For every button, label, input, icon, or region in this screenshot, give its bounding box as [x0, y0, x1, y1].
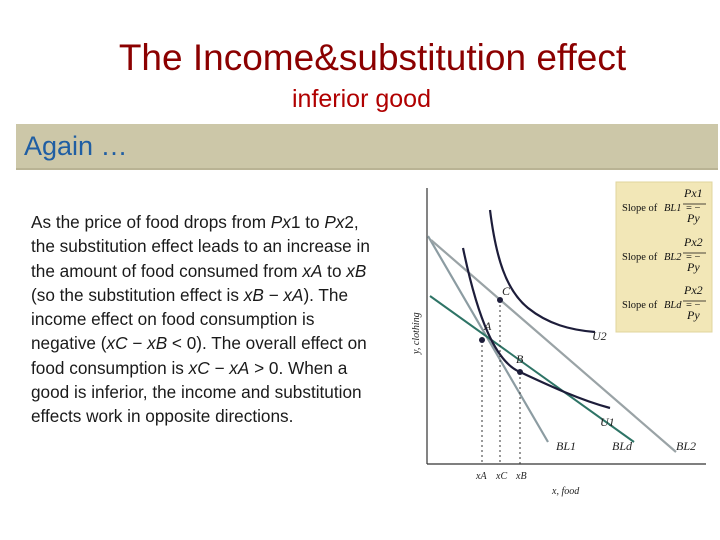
legend-numerator: Px2 [683, 235, 703, 249]
text-segment: − [127, 333, 148, 354]
legend-denominator: Py [686, 260, 700, 274]
legend-numerator: Px2 [683, 283, 703, 297]
budget-line-bl1 [427, 235, 549, 443]
legend-prefix: Slope of [622, 300, 658, 311]
text-segment: xC [188, 357, 210, 378]
legend-row-bld: Slope of BLd = − Px2 Py [622, 283, 706, 322]
legend-row-bl1: Slope of BL1 = − Px1 Py [622, 186, 706, 225]
curve-label-u1: U1 [600, 415, 615, 429]
indifference-curve-u2 [488, 209, 596, 334]
legend-bl-label: BLd [664, 300, 682, 311]
slide-subtitle: inferior good [292, 85, 431, 113]
text-segment: (so the substitution effect is [31, 260, 372, 305]
tick-label-xb: xB [515, 471, 527, 482]
point-label-b: B [516, 352, 524, 366]
text-segment: xA [302, 260, 323, 281]
text-segment: Px [270, 212, 291, 232]
legend-bl-label: BL2 [664, 252, 682, 263]
legend-equals: = − [686, 300, 701, 311]
budget-line-bl2 [430, 239, 677, 453]
point-b [517, 369, 523, 375]
curve-label-u2: U2 [592, 329, 607, 343]
text-segment: xB [243, 284, 264, 305]
slope-legend-box [615, 181, 713, 333]
point-a [479, 337, 485, 343]
text-segment: xB [147, 333, 168, 354]
tick-label-xa: xA [475, 471, 487, 482]
point-label-c: C [502, 284, 511, 298]
text-segment: > 0. When a good is inferior, the income… [31, 357, 367, 427]
line-label-bl2: BL2 [676, 439, 696, 453]
text-segment: xA [229, 357, 250, 378]
text-segment: 2, the substitution effect leads to an i… [31, 212, 375, 281]
text-segment: xA [283, 284, 304, 305]
text-segment: xB [346, 260, 367, 281]
point-c [497, 297, 503, 303]
text-segment: As the price of food drops from [31, 212, 271, 232]
text-segment: < 0). The overall effect on food consump… [31, 333, 372, 378]
legend-denominator: Py [686, 308, 700, 322]
tick-label-xc: xC [495, 471, 507, 482]
text-segment: 1 to [290, 212, 325, 232]
section-label: Again … [24, 131, 128, 161]
text-segment: Px [324, 212, 345, 232]
legend-bl-label: BL1 [664, 203, 682, 214]
section-band: Again … [16, 124, 718, 170]
legend-equals: = − [686, 252, 701, 263]
legend-numerator: Px1 [683, 186, 703, 200]
income-substitution-diagram: Slope of BL1 = − Px1 Py Slope of BL2 = −… [411, 181, 713, 497]
y-axis-label: y, clothing [411, 312, 422, 355]
text-segment: − [263, 284, 284, 305]
indifference-curve-u1 [461, 247, 611, 410]
point-label-a: A [483, 319, 492, 333]
line-label-bld: BLd [612, 439, 633, 453]
legend-equals: = − [686, 203, 701, 214]
text-segment: − [209, 357, 230, 378]
legend-denominator: Py [686, 211, 700, 225]
legend-row-bl2: Slope of BL2 = − Px2 Py [622, 235, 706, 274]
legend-prefix: Slope of [622, 252, 658, 263]
x-axis-label: x, food [551, 486, 580, 497]
legend-prefix: Slope of [622, 203, 658, 214]
text-segment: xC [106, 333, 128, 354]
text-segment: ). The income effect on food consumption… [31, 284, 353, 354]
line-label-bl1: BL1 [556, 439, 576, 453]
explanation-paragraph: As the price of food drops from Px1 to P… [31, 210, 381, 428]
text-segment: to [322, 260, 347, 281]
slide-title: The Income&substitution effect [118, 37, 627, 78]
budget-line-bld [429, 295, 635, 443]
